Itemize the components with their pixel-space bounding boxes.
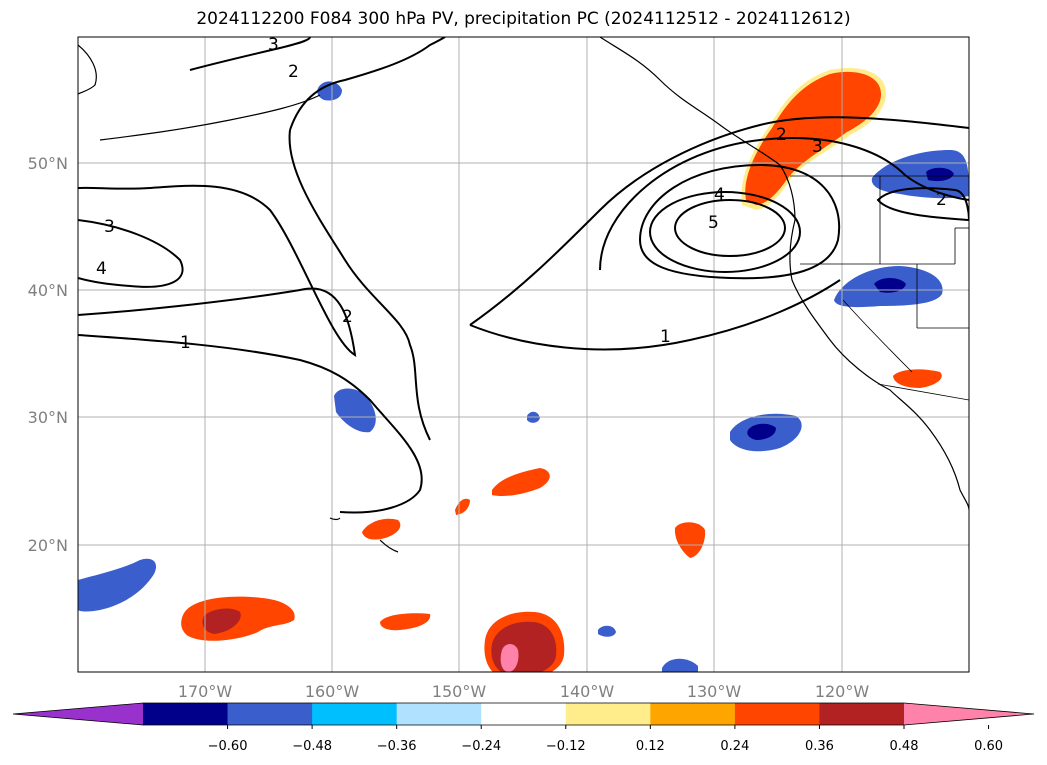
coastline-alaska-west: [78, 44, 97, 95]
lat-tick-label: 30°N: [28, 408, 68, 427]
pv-contour-3-north: [189, 37, 311, 71]
precip-blob-small3: [674, 522, 706, 558]
contour-label: 2: [776, 125, 787, 145]
precip-blob-mid: [492, 468, 550, 497]
colorbar-tick-label: −0.24: [461, 739, 501, 754]
gridlines: [78, 37, 969, 672]
precip-blob-south-peak: [500, 644, 519, 672]
colorbar-tick-label: 0.36: [805, 739, 834, 754]
contour-label: 2: [342, 307, 353, 327]
pv-contour-1-west: [78, 334, 423, 514]
lon-tick-label: 160°W: [305, 682, 360, 701]
lon-tick-label: 130°W: [687, 682, 742, 701]
lon-tick-label: 140°W: [560, 682, 615, 701]
contour-label: 1: [660, 327, 671, 347]
map-frame: [77, 36, 970, 673]
lon-tick-labels: 170°W 160°W 150°W 140°W 130°W 120°W: [178, 682, 870, 701]
pv-contours: [78, 37, 969, 514]
map-plot-area: 3 2 3 4 2 1 1 2 3 4 5 2: [77, 35, 970, 673]
border-us-mexico: [877, 383, 969, 401]
pv-contour-3-west: [78, 219, 184, 288]
precip-blob-sw-core: [202, 608, 241, 634]
coastline-hawaii: [379, 539, 399, 553]
borders: [790, 175, 969, 401]
precip-blob-hawaii: [362, 518, 401, 540]
precip-blob-small2: [380, 613, 431, 631]
pv-contour-2-nevada: [876, 187, 969, 222]
colorbar-tick-label: 0.24: [720, 739, 749, 754]
pv-contour-2-east: [469, 116, 969, 326]
precip-neg-alaska: [317, 81, 342, 101]
contour-label: 3: [268, 35, 279, 55]
colorbar-bin: [396, 703, 482, 725]
colorbar-tick-label: 0.48: [890, 739, 919, 754]
pv-contour-4: [638, 163, 841, 280]
coastline-hawaii-2: [329, 517, 341, 521]
coastline-north-america: [599, 37, 969, 511]
pv-contour-1-east: [469, 279, 841, 351]
colorbar-bin: [312, 703, 398, 725]
lat-tick-labels: 50°N 40°N 30°N 20°N: [28, 154, 68, 555]
pv-contour-labels: 3 2 3 4 2 1 1 2 3 4 5 2: [96, 35, 947, 353]
contour-label: 5: [708, 213, 719, 233]
pv-contour-2-west: [78, 184, 357, 357]
colorbar-tick-label: 0.60: [974, 739, 1003, 754]
pv-contour-2-north: [289, 37, 446, 131]
colorbar-extend-low: [13, 703, 143, 725]
contour-label: 4: [714, 185, 725, 205]
lat-tick-label: 40°N: [28, 281, 68, 300]
contour-label: 4: [96, 259, 107, 279]
precip-neg-small3: [662, 658, 698, 672]
contour-label: 2: [936, 190, 947, 210]
colorbar-bin: [734, 703, 820, 725]
colorbar-bin: [143, 703, 229, 725]
pv-contour-5: [649, 191, 801, 273]
colorbar-bin: [227, 703, 313, 725]
precip-blob-socal: [893, 369, 942, 388]
colorbar-bin: [481, 703, 567, 725]
pv-contour-6: [674, 199, 786, 257]
lon-tick-label: 150°W: [432, 682, 487, 701]
contour-label: 2: [288, 62, 299, 82]
colorbar-bin: [819, 703, 905, 725]
colorbar-tick-label: −0.60: [208, 739, 248, 754]
precip-neg-nevada-core: [874, 278, 906, 293]
contour-label: 3: [104, 217, 115, 237]
pv-contour-2-loop: [288, 129, 431, 441]
colorbar-outline: [12, 702, 1035, 726]
lon-tick-label: 120°W: [815, 682, 870, 701]
colorbar-tick-label: −0.36: [377, 739, 417, 754]
contour-label: 3: [812, 137, 823, 157]
lat-tick-label: 20°N: [28, 536, 68, 555]
coastline-alaska: [99, 94, 321, 141]
colorbar: −0.60 −0.48 −0.36 −0.24 −0.12 0.12 0.24 0.36 0.4…: [12, 702, 1035, 754]
colorbar-tick-label: 0.12: [636, 739, 665, 754]
precip-shading: [78, 68, 969, 672]
coastlines: [78, 37, 969, 553]
colorbar-bin: [565, 703, 651, 725]
lon-tick-label: 170°W: [178, 682, 233, 701]
border-state: [842, 299, 913, 373]
precip-neg-idaho-core: [926, 167, 954, 182]
precip-neg-small1: [598, 625, 616, 637]
map-title: 2024112200 F084 300 hPa PV, precipitatio…: [196, 9, 851, 29]
lat-tick-label: 50°N: [28, 154, 68, 173]
precip-neg-center-core: [747, 423, 776, 440]
precip-neg-north-pacific: [334, 388, 376, 433]
colorbar-tick-label: −0.48: [292, 739, 332, 754]
colorbar-extend-high: [904, 703, 1034, 725]
contour-label: 1: [180, 333, 191, 353]
precip-neg-west: [78, 558, 157, 612]
colorbar-bin: [650, 703, 736, 725]
precip-neg-idaho: [871, 150, 969, 199]
colorbar-tick-label: −0.12: [546, 739, 586, 754]
